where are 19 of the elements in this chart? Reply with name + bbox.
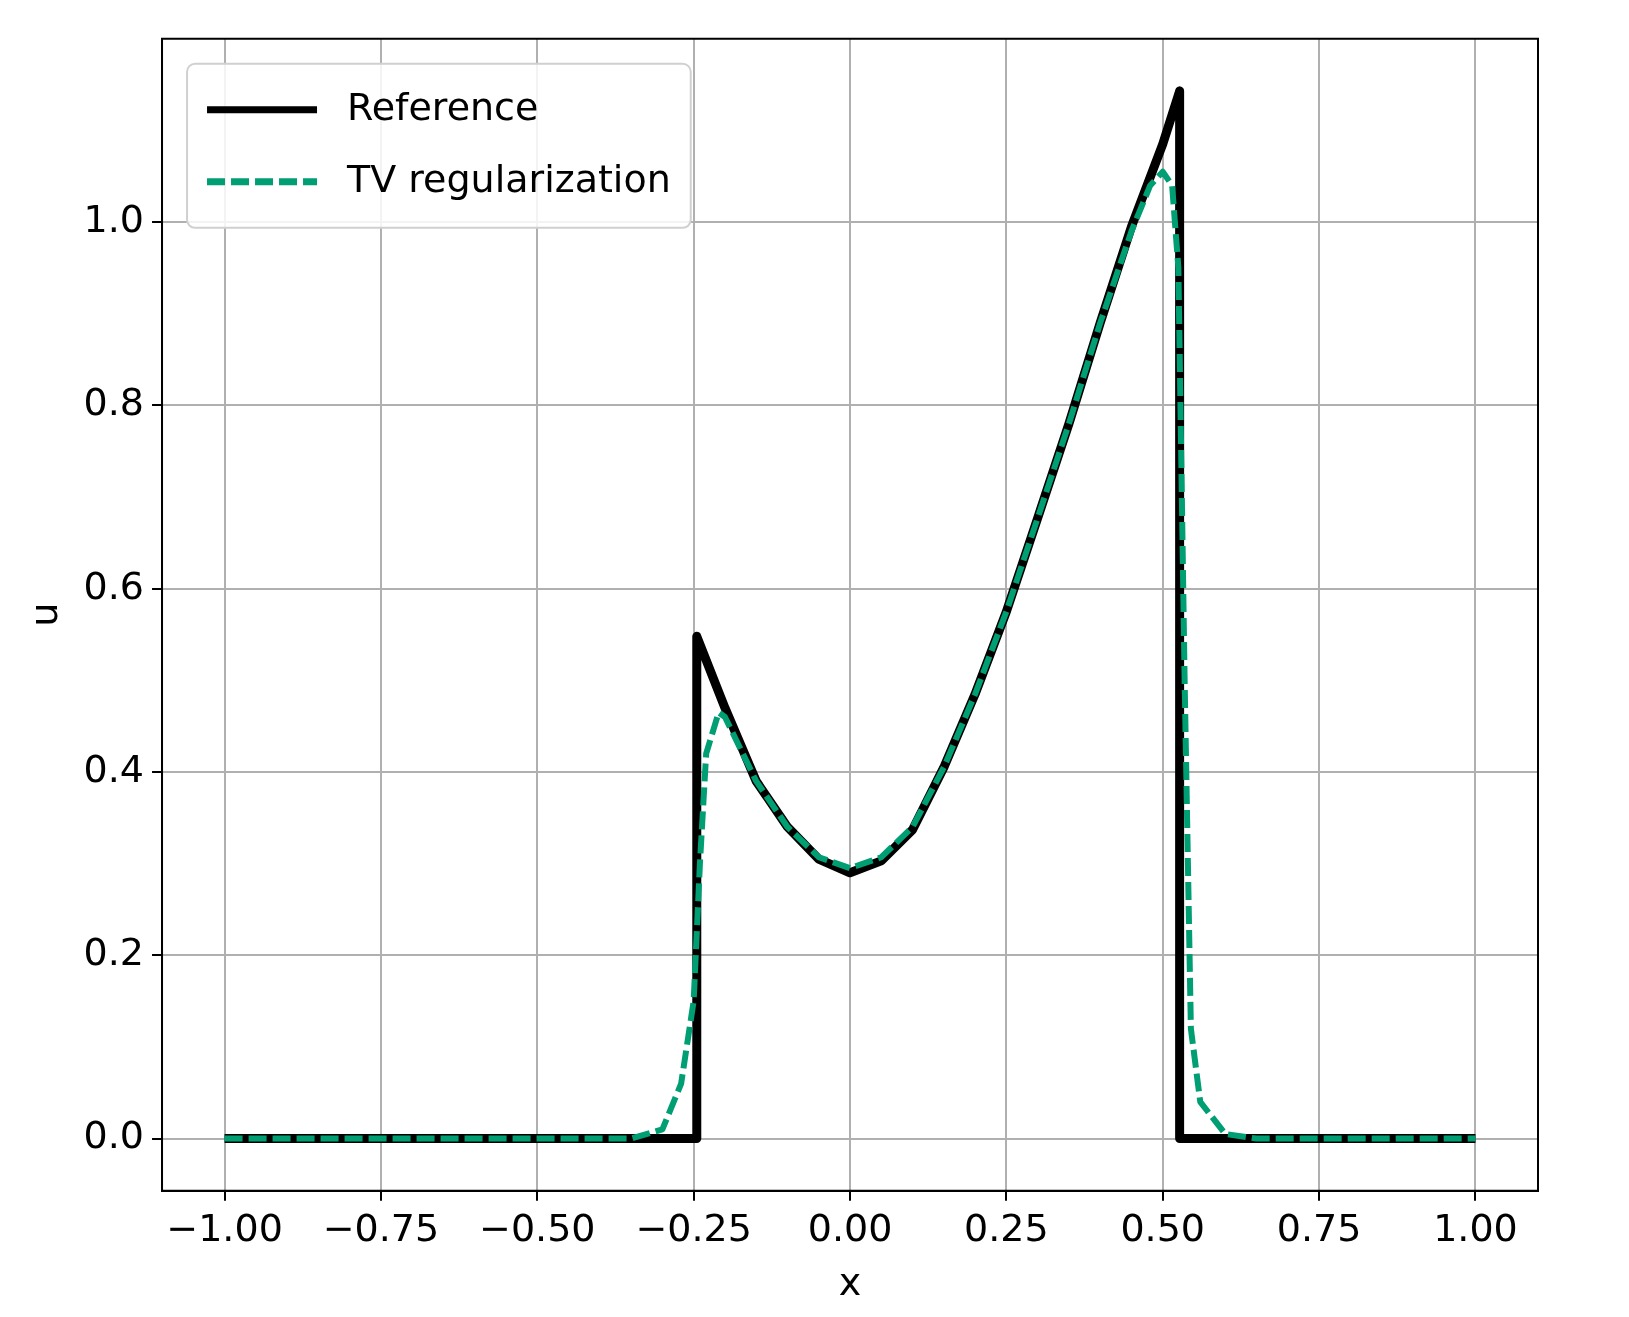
y-tick-label: 0.6: [83, 563, 145, 608]
x-tick-label: 1.00: [1433, 1206, 1518, 1251]
x-tick-label: 0.75: [1276, 1206, 1362, 1251]
y-tick-label: 0.2: [83, 930, 145, 975]
x-tick-label: −0.75: [322, 1206, 440, 1251]
x-tick-label: 0.00: [807, 1206, 893, 1251]
y-tick-label: 0.8: [83, 380, 145, 425]
legend-label: Reference: [347, 84, 539, 129]
y-tick-label: 1.0: [83, 196, 145, 241]
x-axis-title: x: [838, 1260, 862, 1305]
x-tick-label: 0.25: [964, 1206, 1049, 1251]
legend-label: TV regularization: [346, 156, 671, 201]
x-tick-label: −1.00: [166, 1206, 283, 1251]
x-tick-label: −0.50: [479, 1206, 596, 1251]
y-tick-label: 0.4: [83, 746, 145, 791]
y-tick-label: 0.0: [83, 1113, 145, 1158]
x-tick-label: −0.25: [635, 1206, 752, 1251]
y-axis-title: u: [21, 602, 66, 627]
x-tick-label: 0.50: [1120, 1206, 1206, 1251]
